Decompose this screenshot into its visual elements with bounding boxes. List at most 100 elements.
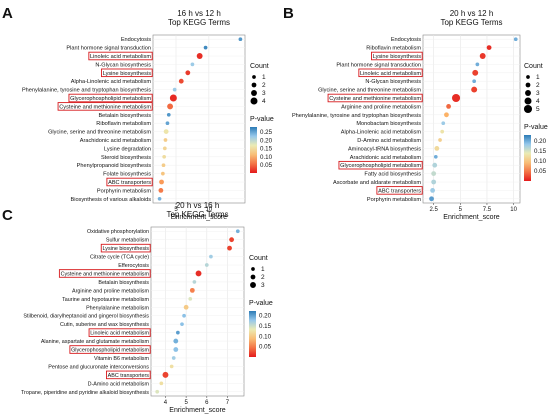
term-label: Vitamin B6 metabolism: [94, 356, 150, 362]
pvalue-legend-tick: 0.20: [534, 138, 547, 145]
term-label: Pentose and glucuronate interconversions: [48, 364, 149, 370]
data-point: [157, 196, 162, 201]
x-tick-label: 6: [205, 400, 209, 406]
data-point: [171, 356, 176, 360]
term-label: Cutin, suberine and wax biosynthesis: [60, 322, 149, 328]
term-label: ABC transporters: [378, 188, 421, 194]
data-point: [159, 179, 164, 185]
data-point: [173, 338, 179, 344]
term-label: Arachidonic acid metabolism: [80, 138, 152, 144]
pvalue-legend-tick: 0.05: [259, 344, 272, 351]
data-point: [235, 229, 240, 234]
data-point: [173, 347, 179, 352]
term-label: Porphyrin metabolism: [367, 197, 421, 203]
data-point: [431, 179, 437, 185]
data-point: [432, 162, 438, 168]
highlight-box: [68, 93, 153, 103]
term-label: N-Glycan biosynthesis: [365, 79, 421, 85]
count-legend-dot: [251, 267, 255, 271]
count-legend-dot: [251, 82, 257, 88]
pvalue-legend-tick: 0.20: [259, 312, 272, 319]
term-label: Endocytosis: [391, 37, 421, 43]
pvalue-legend-tick: 0.05: [260, 162, 273, 169]
chart-title: 20 h vs 16 h: [176, 201, 220, 210]
term-label: Glycerophospholipid metabolism: [340, 163, 421, 169]
term-label: Endocytosis: [121, 37, 151, 43]
data-point: [162, 154, 167, 159]
term-label: N-Glycan biosynthesis: [95, 62, 151, 68]
term-label: Riboflavin metabolism: [366, 46, 421, 52]
term-label: Linoleic acid metabolism: [90, 54, 151, 60]
term-label: Alpha-Linolenic acid metabolism: [341, 130, 422, 136]
term-label: Biosynthesis of various alkaloids: [70, 197, 151, 203]
term-label: Arginine and proline metabolism: [341, 104, 421, 110]
data-point: [429, 196, 434, 202]
chart-title: 16 h vs 12 h: [177, 9, 221, 18]
data-point: [229, 237, 235, 243]
highlight-box: [69, 345, 151, 354]
term-label: Glycerophospholipid metabolism: [71, 348, 149, 354]
data-point: [180, 322, 184, 327]
term-label: Lysine biosynthesis: [103, 71, 152, 77]
term-label: ABC transporters: [108, 180, 151, 186]
data-point: [165, 121, 170, 126]
highlight-box: [101, 68, 153, 78]
term-label: Glycine, serine and threonine metabolism: [318, 88, 421, 94]
term-label: D-Amino acid metabolism: [357, 138, 421, 144]
data-point: [162, 146, 167, 151]
x-tick-label: 5: [459, 207, 463, 213]
plot-frame: [150, 226, 245, 397]
data-point: [446, 104, 451, 109]
x-tick-label: 10: [510, 207, 517, 213]
highlight-box: [106, 370, 151, 380]
x-tick-label: 7: [226, 400, 230, 406]
data-point: [204, 263, 209, 267]
highlight-box: [58, 269, 151, 278]
highlight-box: [88, 328, 151, 337]
count-legend-dot: [251, 90, 257, 96]
data-point: [162, 371, 169, 378]
count-legend-label: 3: [262, 90, 266, 97]
pvalue-colorbar: [524, 135, 531, 181]
pvalue-legend-tick: 0.10: [260, 154, 273, 161]
count-legend-label: 4: [262, 98, 266, 105]
x-axis-label: Enrichment_score: [171, 214, 228, 221]
data-point: [189, 287, 195, 293]
panel-letter: B: [283, 5, 294, 22]
data-point: [440, 129, 445, 134]
data-point: [185, 70, 191, 76]
term-label: Tropane, piperidine and pyridine alkaloi…: [21, 390, 149, 396]
term-label: Monobactam biosynthesis: [356, 121, 421, 127]
count-legend-label: 1: [536, 74, 540, 81]
term-label: Betalain biosynthesis: [98, 113, 151, 119]
highlight-box: [106, 177, 153, 187]
term-label: Fatty acid biosynthesis: [364, 172, 421, 178]
data-point: [167, 103, 174, 110]
term-label: Glycine, serine and threonine metabolism: [48, 130, 151, 136]
data-point: [166, 112, 171, 117]
pvalue-legend-tick: 0.15: [534, 148, 547, 155]
data-point: [178, 78, 184, 84]
term-label: Stilbenoid, diarylheptanoid and gingerol…: [23, 314, 149, 320]
count-legend-dot: [523, 104, 533, 114]
count-legend-label: 4: [536, 98, 540, 105]
data-point: [155, 389, 160, 394]
pvalue-legend-tick: 0.05: [534, 168, 547, 175]
count-legend-dot: [250, 274, 256, 280]
x-tick-label: 5: [184, 400, 188, 406]
chart-subtitle: Top KEGG Terms: [166, 210, 228, 219]
data-point: [159, 381, 164, 386]
count-legend-label: 2: [261, 274, 265, 281]
term-label: Phenylpropanoid biosynthesis: [77, 163, 152, 169]
term-label: Glycerophospholipid metabolism: [70, 96, 151, 102]
term-label: Lysine biosynthesis: [102, 246, 149, 252]
data-point: [431, 171, 437, 177]
data-point: [227, 245, 232, 251]
count-legend-label: 5: [536, 106, 540, 113]
term-label: Phenylalanine metabolism: [86, 305, 149, 311]
pvalue-legend-tick: 0.25: [260, 129, 273, 136]
term-label: Riboflavin metabolism: [96, 121, 151, 127]
x-tick-label: 10: [206, 207, 213, 213]
data-point: [192, 280, 197, 284]
